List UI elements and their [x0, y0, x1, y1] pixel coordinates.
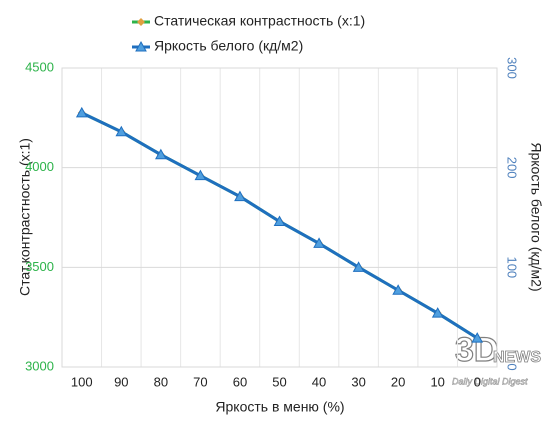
- y-tick-label: 4000: [25, 159, 54, 174]
- x-tick-label: 60: [233, 374, 247, 389]
- legend-marker: [137, 18, 145, 26]
- y2-tick-label: 100: [505, 256, 520, 278]
- y-axis-title: Стат.контрастность (x:1): [17, 138, 33, 296]
- y2-tick-label: 0: [505, 363, 520, 370]
- y2-axis-title: Яркость белого (кд/м2): [528, 142, 544, 291]
- legend-label: Статическая контрастность (x:1): [154, 13, 365, 29]
- x-tick-label: 0: [474, 374, 481, 389]
- legend-label: Яркость белого (кд/м2): [154, 38, 303, 54]
- marker: [155, 148, 167, 160]
- x-tick-label: 90: [114, 374, 128, 389]
- watermark: 3D NEWS Daily Digital Digest: [452, 330, 542, 386]
- x-axis-title: Яркость в меню (%): [215, 399, 344, 415]
- marker: [392, 284, 404, 295]
- x-tick-label: 20: [391, 374, 405, 389]
- x-tick-label: 50: [272, 374, 286, 389]
- watermark-tagline: Daily Digital Digest: [452, 376, 528, 386]
- marker: [75, 106, 88, 118]
- x-tick-label: 40: [312, 374, 326, 389]
- marker: [313, 237, 325, 248]
- y2-tick-label: 300: [505, 57, 520, 79]
- legend-marker: [135, 40, 147, 52]
- x-tick-label: 80: [154, 374, 168, 389]
- y-tick-label: 3500: [25, 259, 54, 274]
- marker: [234, 190, 246, 202]
- marker: [431, 307, 444, 318]
- x-tick-label: 100: [71, 374, 93, 389]
- marker: [352, 261, 365, 272]
- y-tick-label: 4500: [25, 59, 54, 74]
- watermark-logo: 3D: [455, 331, 498, 369]
- x-tick-label: 70: [193, 374, 207, 389]
- y-tick-label: 3000: [25, 358, 54, 373]
- watermark-name: NEWS: [493, 349, 541, 366]
- marker: [194, 169, 207, 181]
- x-tick-label: 30: [351, 374, 365, 389]
- marker: [273, 215, 286, 226]
- marker: [115, 125, 128, 137]
- x-tick-label: 10: [430, 374, 444, 389]
- marker: [471, 332, 484, 343]
- y2-tick-label: 200: [505, 157, 520, 179]
